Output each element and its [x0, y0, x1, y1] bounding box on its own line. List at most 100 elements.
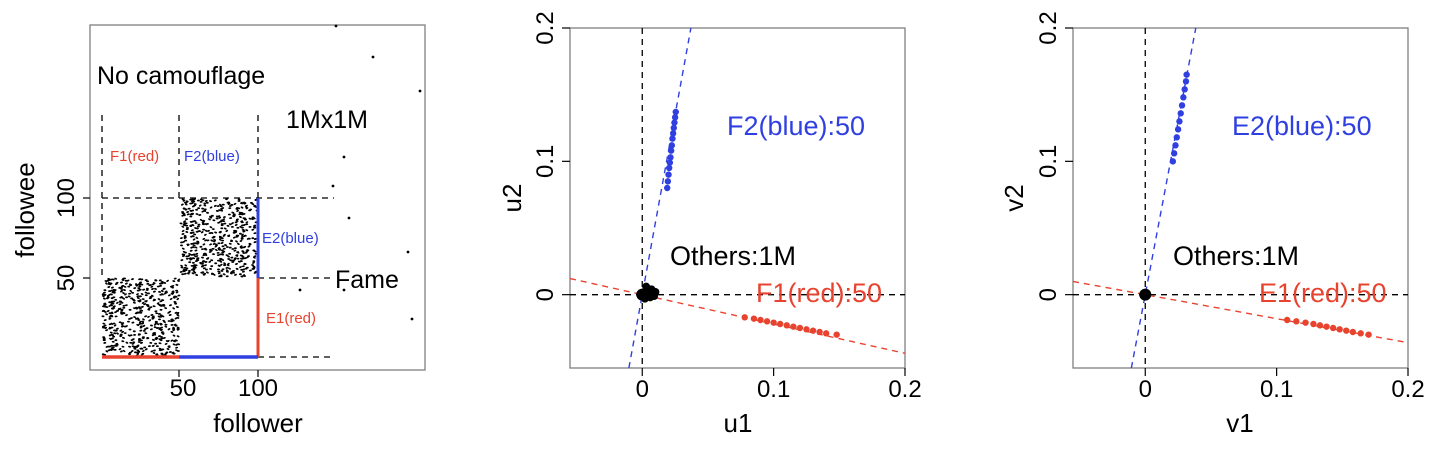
matrix-entry — [127, 285, 131, 288]
matrix-entry — [203, 202, 207, 205]
u-plot-frame — [569, 27, 906, 369]
v-red-label: E1(red):50 — [1259, 278, 1387, 308]
matrix-entry — [152, 305, 156, 308]
matrix-entry — [235, 263, 238, 265]
matrix-entry — [245, 266, 249, 269]
matrix-entry — [210, 214, 214, 217]
red-point — [741, 314, 748, 321]
matrix-entry — [218, 203, 222, 206]
matrix-entry — [195, 255, 199, 258]
matrix-entry — [221, 207, 225, 210]
matrix-entry — [242, 217, 246, 220]
matrix-entry — [181, 198, 185, 201]
e1-label: E1(red) — [266, 310, 316, 327]
matrix-entry — [112, 306, 116, 309]
matrix-entry — [134, 346, 137, 349]
matrix-entry — [131, 338, 135, 341]
matrix-entry — [138, 295, 142, 298]
blue-point — [1173, 134, 1180, 141]
matrix-entry — [238, 273, 242, 276]
matrix-entry — [137, 287, 141, 290]
matrix-entry — [189, 225, 193, 228]
matrix-entry — [159, 308, 163, 311]
matrix-entry — [116, 309, 120, 312]
matrix-entry — [201, 264, 205, 267]
matrix-entry — [249, 208, 253, 211]
matrix-entry — [238, 232, 242, 235]
matrix-entry — [189, 215, 193, 218]
matrix-entry — [196, 199, 200, 202]
matrix-entry — [228, 242, 232, 245]
matrix-entry — [125, 314, 128, 317]
matrix-entry — [229, 217, 233, 220]
matrix-entry — [114, 344, 118, 347]
matrix-entry — [186, 226, 189, 229]
matrix-entry — [122, 312, 126, 314]
matrix-entry — [175, 291, 179, 294]
matrix-entry — [106, 279, 110, 282]
matrix-entry — [124, 304, 128, 307]
matrix-entry — [209, 226, 213, 229]
matrix-entry — [202, 273, 206, 276]
matrix-entry — [234, 221, 238, 224]
matrix-entry — [230, 256, 234, 259]
matrix-entry — [208, 248, 212, 251]
matrix-entry — [216, 205, 220, 208]
matrix-entry — [173, 277, 177, 280]
matrix-entry — [114, 339, 118, 342]
matrix-entry — [160, 326, 163, 329]
matrix-entry — [172, 352, 176, 355]
matrix-entry — [209, 267, 213, 270]
red-point — [822, 330, 830, 337]
matrix-entry — [183, 221, 186, 224]
matrix-entry — [136, 323, 140, 327]
matrix-entry — [143, 346, 147, 349]
matrix-entry — [113, 348, 117, 351]
no-camouflage-label: No camouflage — [97, 62, 265, 90]
u-blue-label: F2(blue):50 — [727, 111, 865, 141]
matrix-entry — [212, 235, 216, 238]
matrix-entry — [216, 254, 220, 257]
matrix-entry — [219, 205, 223, 208]
matrix-entry — [161, 293, 164, 296]
matrix-entry — [131, 278, 134, 281]
matrix-entry — [110, 333, 114, 336]
matrix-entry — [230, 203, 234, 206]
matrix-entry — [228, 246, 232, 249]
matrix-entry — [128, 351, 132, 354]
y-tick-label-50: 50 — [53, 265, 80, 292]
matrix-entry — [160, 280, 164, 283]
matrix-entry — [123, 288, 126, 292]
matrix-entry — [185, 231, 189, 233]
matrix-entry — [154, 338, 158, 341]
matrix-entry — [122, 277, 125, 280]
matrix-entry — [167, 320, 171, 322]
u-x-axis-label: u1 — [724, 408, 753, 438]
matrix-entry — [220, 242, 224, 244]
matrix-entry — [253, 241, 257, 244]
matrix-entry — [187, 207, 191, 210]
matrix-entry — [193, 203, 197, 206]
matrix-entry — [218, 216, 222, 219]
matrix-entry — [245, 250, 249, 253]
matrix-entry — [252, 217, 256, 220]
matrix-entry — [146, 282, 150, 285]
matrix-entry — [213, 204, 217, 207]
matrix-entry — [141, 301, 145, 304]
matrix-entry — [160, 328, 163, 332]
matrix-entry — [174, 302, 178, 305]
red-point — [1336, 326, 1343, 333]
matrix-entry — [145, 289, 149, 291]
matrix-entry — [110, 344, 114, 347]
matrix-entry — [180, 244, 183, 247]
matrix-entry — [131, 291, 135, 294]
matrix-entry — [141, 337, 145, 340]
matrix-entry — [159, 339, 163, 342]
matrix-entry — [120, 309, 124, 312]
matrix-entry — [226, 201, 230, 204]
matrix-entry — [158, 279, 162, 282]
matrix-entry — [122, 349, 126, 353]
matrix-entry — [110, 326, 114, 329]
matrix-entry — [242, 202, 246, 204]
blue-point — [1183, 71, 1190, 78]
